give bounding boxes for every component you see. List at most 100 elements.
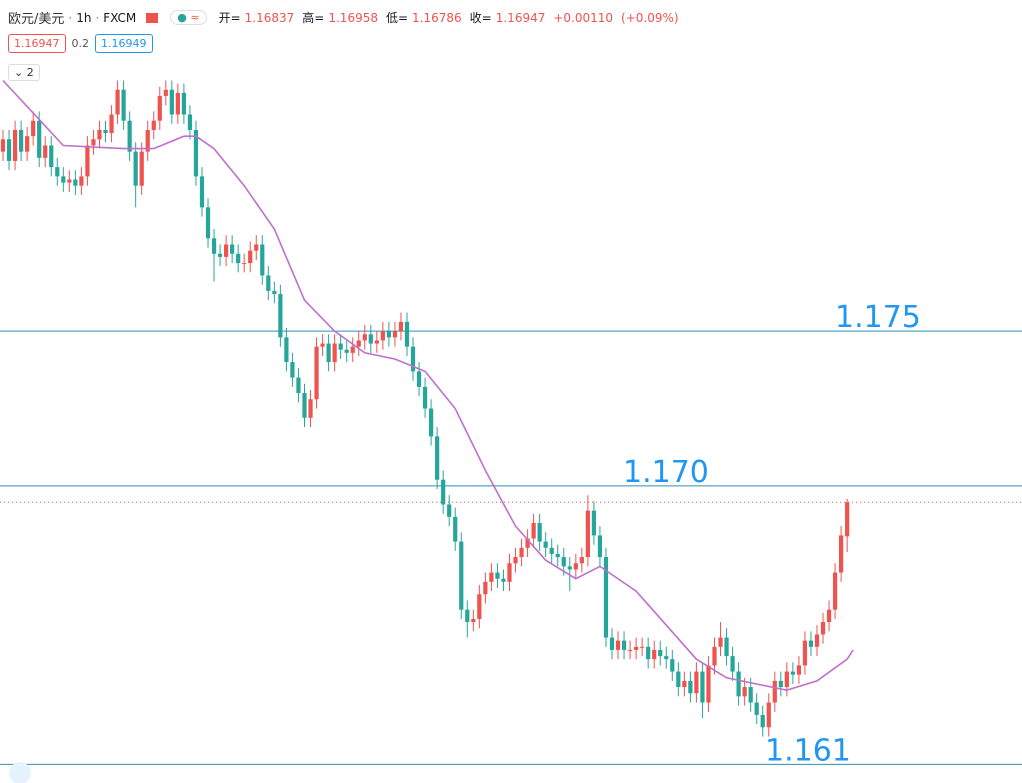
change-pct: (+0.09%) xyxy=(621,10,679,25)
high-key: 高= xyxy=(302,11,325,25)
candle-body xyxy=(845,502,850,537)
status-pill[interactable]: ● ≈ xyxy=(170,10,207,25)
candle-body xyxy=(103,129,108,134)
candle-body xyxy=(344,349,349,353)
candle-body xyxy=(205,207,211,239)
candle-body xyxy=(549,547,554,554)
candle-body xyxy=(223,244,229,257)
candle-body xyxy=(579,557,584,564)
candle-body xyxy=(133,151,138,186)
candle-body xyxy=(784,671,789,688)
open-key: 开= xyxy=(218,11,241,25)
candle-body xyxy=(181,92,187,115)
candle-body xyxy=(736,671,741,697)
candle-body xyxy=(73,179,78,186)
candle-body xyxy=(302,393,307,418)
candle-body xyxy=(260,244,265,276)
candle-body xyxy=(211,238,217,254)
candle-body xyxy=(296,377,301,394)
candle-body xyxy=(459,541,464,610)
candle-body xyxy=(230,244,235,254)
indicator-toggle[interactable]: ⌄ 2 xyxy=(8,64,40,81)
candle-body xyxy=(808,640,814,647)
candle-body xyxy=(700,671,705,703)
candle-body xyxy=(416,371,422,387)
candle-body xyxy=(441,479,446,505)
line-label: 1.161 xyxy=(765,733,851,768)
candle-body xyxy=(760,714,765,728)
candle-body xyxy=(453,516,458,542)
candle-body xyxy=(652,649,657,660)
candle-body xyxy=(670,659,675,672)
candle-body xyxy=(187,114,193,130)
candle-body xyxy=(368,334,373,344)
change: +0.00110 xyxy=(553,10,614,25)
line-label: 1.170 xyxy=(623,455,709,490)
candle-body xyxy=(314,346,319,400)
candle-body xyxy=(217,253,223,257)
candle-body xyxy=(362,334,367,341)
candle-body xyxy=(272,290,277,295)
candle-body xyxy=(278,294,283,338)
candle-body xyxy=(6,139,12,161)
candle-body xyxy=(543,541,548,548)
ask[interactable]: 1.16949 xyxy=(95,34,153,53)
candle-body xyxy=(772,680,777,703)
candle-body xyxy=(392,331,398,338)
candle-body xyxy=(49,145,54,168)
close-value: 1.16947 xyxy=(495,10,546,25)
candle-body xyxy=(839,535,844,573)
candle-body xyxy=(380,331,385,341)
candle-body xyxy=(43,145,48,158)
candle-body xyxy=(477,594,482,619)
candle-body xyxy=(169,89,174,115)
candle-body xyxy=(676,671,681,688)
candle-body xyxy=(730,656,735,672)
candle-body xyxy=(326,343,331,363)
candle-body xyxy=(682,680,687,688)
line-label: 1.175 xyxy=(835,300,921,335)
candle-body xyxy=(266,275,271,291)
low-value: 1.16786 xyxy=(412,10,462,25)
candle-body xyxy=(145,129,150,152)
bid[interactable]: 1.16947 xyxy=(8,34,66,53)
candle-body xyxy=(748,687,753,703)
candle-body xyxy=(471,618,476,623)
candle-body xyxy=(25,136,30,152)
candle-body xyxy=(742,687,747,697)
candle-body xyxy=(338,343,343,350)
candle-body xyxy=(525,538,530,548)
candle-body xyxy=(573,563,578,570)
candle-body xyxy=(404,321,410,347)
candle-body xyxy=(428,408,434,437)
candle-body xyxy=(724,637,729,657)
candle-body xyxy=(163,89,168,96)
candle-body xyxy=(236,253,241,264)
moving-average xyxy=(2,79,854,692)
candle-body xyxy=(465,609,470,623)
candle-body xyxy=(139,151,144,186)
candle-body xyxy=(519,547,524,558)
candle-body xyxy=(284,337,289,363)
candle-body xyxy=(501,578,506,582)
candle-body xyxy=(79,176,84,186)
candle-body xyxy=(489,572,494,582)
candle-body xyxy=(398,321,404,332)
candle-body xyxy=(61,176,66,183)
separator: · xyxy=(95,10,100,25)
separator: · xyxy=(68,10,73,25)
candle-body xyxy=(567,566,572,570)
candle-body xyxy=(718,637,723,647)
candle-body xyxy=(591,510,597,536)
interval: 1h xyxy=(76,10,92,25)
candle-body xyxy=(157,95,162,121)
candle-body xyxy=(175,92,180,115)
candle-body xyxy=(778,680,783,688)
high-value: 1.16958 xyxy=(328,10,378,25)
candle-body xyxy=(658,649,663,657)
flag-icon[interactable] xyxy=(146,12,159,23)
candle-body xyxy=(609,637,615,650)
candle-body xyxy=(832,572,838,610)
candle-body xyxy=(31,120,36,137)
